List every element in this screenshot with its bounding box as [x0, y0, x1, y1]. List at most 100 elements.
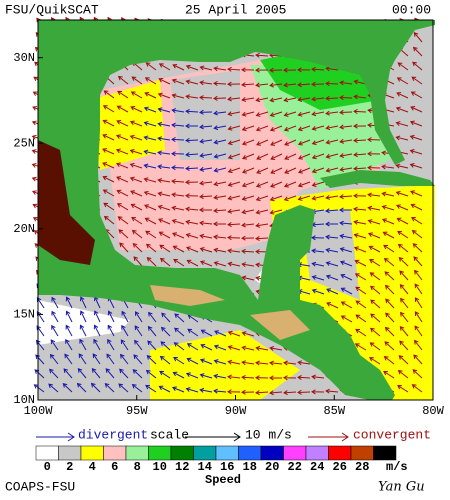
wind-arrow — [107, 310, 115, 323]
wind-arrow — [367, 151, 381, 157]
wind-arrow — [241, 345, 255, 351]
wind-arrow — [410, 190, 423, 197]
wind-arrow — [93, 324, 101, 337]
colorbar-tick-label: 22 — [288, 460, 302, 474]
wind-arrow — [269, 375, 283, 381]
wind-arrow — [325, 66, 339, 72]
colorbar-swatch — [80, 445, 104, 461]
wind-arrow — [409, 120, 423, 127]
wind-arrow — [325, 167, 339, 173]
wind-arrow — [227, 374, 241, 380]
wind-arrow — [200, 343, 213, 351]
colorbar-swatch — [148, 445, 172, 461]
wind-arrow — [199, 180, 213, 186]
wind-arrow — [241, 82, 255, 88]
wind-arrow — [382, 218, 395, 225]
wind-arrow — [409, 134, 423, 141]
wind-arrow — [354, 343, 367, 351]
wind-arrow — [339, 207, 353, 213]
wind-arrow — [384, 326, 395, 337]
wind-arrow — [395, 121, 409, 127]
wind-arrow — [298, 153, 311, 160]
wind-arrow — [241, 374, 255, 380]
wind-arrow — [185, 193, 199, 199]
wind-arrow — [129, 120, 143, 127]
wind-arrow — [354, 259, 367, 267]
wind-arrow — [397, 369, 409, 379]
wind-arrow — [213, 208, 227, 214]
wind-arrow — [171, 108, 185, 114]
wind-arrow — [297, 167, 311, 174]
wind-arrow — [102, 189, 115, 197]
wind-arrow — [103, 215, 115, 225]
wind-arrow — [185, 206, 199, 212]
wind-arrow — [213, 167, 227, 173]
wind-arrow — [355, 286, 367, 295]
wind-arrow — [398, 355, 409, 365]
wind-arrow — [255, 82, 269, 88]
wind-arrow — [118, 383, 129, 393]
wind-arrow — [115, 162, 129, 169]
colorbar-tick-label: 20 — [265, 460, 279, 474]
wind-arrow — [199, 373, 213, 379]
wind-arrow — [353, 206, 367, 212]
wind-arrow — [102, 148, 115, 155]
wind-arrow — [146, 256, 157, 267]
wind-arrow — [213, 110, 227, 116]
wind-arrow — [171, 93, 185, 99]
y-tick-label: 15N — [13, 308, 35, 322]
wind-arrow — [134, 339, 143, 351]
wind-arrow — [241, 153, 255, 160]
convergent-label: convergent — [353, 427, 431, 442]
wind-arrow — [51, 310, 59, 323]
wind-arrow — [311, 248, 325, 254]
colorbar-tick-label: 12 — [175, 460, 189, 474]
colorbar-swatch — [170, 445, 194, 461]
wind-arrow — [227, 222, 241, 228]
wind-arrow — [255, 97, 269, 103]
wind-arrow — [213, 66, 227, 72]
wind-arrow — [199, 233, 213, 239]
wind-arrow — [283, 82, 297, 88]
wind-arrow — [144, 77, 157, 85]
wind-arrow — [413, 32, 423, 43]
wind-arrow — [311, 181, 325, 187]
wind-arrow — [213, 261, 227, 267]
wind-arrow — [283, 97, 297, 103]
wind-arrow — [157, 150, 171, 156]
wind-arrow — [143, 135, 157, 141]
wind-arrow — [185, 108, 199, 114]
wind-arrow — [227, 330, 241, 337]
wind-arrow — [255, 111, 269, 117]
wind-arrow — [79, 338, 87, 351]
wind-arrow — [173, 258, 185, 267]
wind-arrow — [65, 338, 73, 351]
wind-arrow — [410, 91, 423, 99]
wind-arrow — [241, 139, 255, 146]
wind-arrow — [144, 204, 157, 211]
wind-arrow — [399, 325, 409, 337]
wind-arrow — [186, 246, 199, 253]
mountains — [38, 140, 95, 265]
wind-arrow — [185, 387, 199, 393]
wind-arrow — [171, 219, 185, 225]
wind-arrow — [159, 370, 171, 379]
wind-arrow — [171, 178, 185, 184]
wind-arrow — [325, 261, 339, 267]
wind-arrow — [311, 389, 325, 395]
wind-arrow — [241, 389, 255, 395]
wind-arrow — [367, 219, 381, 225]
wind-arrow — [90, 382, 101, 393]
wind-arrow — [396, 217, 409, 225]
wind-arrow — [369, 357, 381, 365]
colorbar-tick-label: 10 — [153, 460, 167, 474]
wind-arrow — [116, 189, 129, 197]
wind-arrow — [119, 242, 129, 253]
wind-arrow — [174, 327, 185, 337]
wind-arrow — [227, 125, 241, 131]
colorbar-swatch — [215, 445, 239, 461]
wind-arrow — [255, 345, 269, 351]
wind-arrow — [91, 367, 101, 379]
wind-arrow — [227, 208, 241, 214]
